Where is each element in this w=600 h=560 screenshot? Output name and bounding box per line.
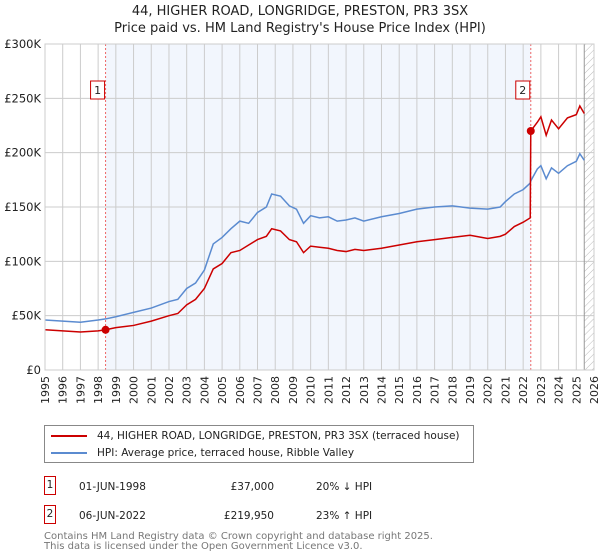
x-tick-label: 2001 (145, 376, 158, 404)
legend-swatch-red (51, 435, 87, 437)
y-tick-label: £150K (4, 200, 41, 214)
footer-line: Contains HM Land Registry data © Crown c… (44, 531, 433, 542)
legend-swatch-blue (51, 452, 87, 454)
legend-label: HPI: Average price, terraced house, Ribb… (97, 447, 355, 459)
y-tick-label: £50K (12, 309, 42, 323)
x-tick-label: 2019 (464, 376, 477, 404)
footer-line: This data is licensed under the Open Gov… (44, 541, 363, 552)
x-tick-label: 2018 (446, 376, 459, 404)
y-tick-label: £0 (26, 363, 41, 377)
x-tick-label: 2014 (375, 376, 388, 404)
sale-hpi-diff: 20% ↓ HPI (316, 481, 373, 493)
sale-marker-badge: 2 (44, 505, 56, 524)
sale-label-box (515, 80, 531, 100)
x-tick-label: 2000 (128, 376, 141, 404)
plot-frame (44, 43, 595, 371)
sale-point (101, 325, 110, 334)
price-chart: 1995 1996 1997 1998 1999 2000 2001 2002 2003 2004… (4, 37, 600, 404)
x-tick-label: 2024 (553, 376, 566, 404)
x-tick-label: 2004 (198, 376, 211, 404)
sale-point (526, 126, 535, 135)
x-tick-label: 2016 (411, 376, 424, 404)
sale-label-box (90, 80, 106, 100)
legend-item-property: 44, HIGHER ROAD, LONGRIDGE, PRESTON, PR3… (51, 430, 460, 442)
footer: Contains HM Land Registry data © Crown c… (44, 532, 433, 552)
x-tick-label: 2008 (269, 376, 282, 404)
sale-label: 2 (519, 84, 526, 97)
x-tick-label: 2013 (358, 376, 371, 404)
x-tick-label: 2017 (429, 376, 442, 404)
x-tick-label: 2021 (499, 376, 512, 404)
sale-date: 01-JUN-1998 (79, 481, 146, 493)
y-tick-label: £300K (4, 37, 41, 51)
x-tick-label: 2005 (216, 376, 229, 404)
y-tick-label: £200K (4, 146, 41, 160)
sale-label: 1 (94, 84, 101, 97)
x-tick-label: 2011 (322, 376, 335, 404)
x-tick-label: 1997 (74, 376, 87, 404)
x-tick-label: 2002 (163, 376, 176, 404)
x-tick-label: 2007 (252, 376, 265, 404)
x-tick-label: 2023 (535, 376, 548, 404)
sale-price: £219,950 (223, 510, 274, 522)
x-tick-label: 2022 (517, 376, 530, 404)
legend: 44, HIGHER ROAD, LONGRIDGE, PRESTON, PR3… (44, 425, 474, 463)
x-tick-label: 2010 (305, 376, 318, 404)
sale-hpi-diff: 23% ↑ HPI (316, 510, 373, 522)
x-tick-label: 2020 (482, 376, 495, 404)
sale-date: 06-JUN-2022 (79, 510, 146, 522)
x-tick-label: 1999 (110, 376, 123, 404)
x-tick-label: 2026 (588, 376, 600, 404)
legend-item-hpi: HPI: Average price, terraced house, Ribb… (51, 447, 354, 459)
sale-price: £37,000 (230, 481, 274, 493)
hpi-line (44, 152, 585, 323)
x-tick-label: 1998 (92, 376, 105, 404)
x-tick-label: 1995 (39, 376, 52, 404)
sale-marker-badge: 1 (44, 476, 56, 495)
x-tick-label: 2006 (234, 376, 247, 404)
x-tick-label: 1996 (57, 376, 70, 404)
chart-subtitle: Price paid vs. HM Land Registry's House … (114, 21, 486, 36)
x-tick-label: 2009 (287, 376, 300, 404)
x-tick-label: 2025 (570, 376, 583, 404)
chart-title: 44, HIGHER ROAD, LONGRIDGE, PRESTON, PR3… (131, 4, 469, 19)
x-tick-label: 2003 (181, 376, 194, 404)
legend-label: 44, HIGHER ROAD, LONGRIDGE, PRESTON, PR3… (97, 430, 460, 442)
x-tick-label: 2012 (340, 376, 353, 404)
y-tick-label: £100K (4, 254, 41, 268)
x-tick-label: 2015 (393, 376, 406, 404)
y-tick-label: £250K (4, 91, 41, 105)
